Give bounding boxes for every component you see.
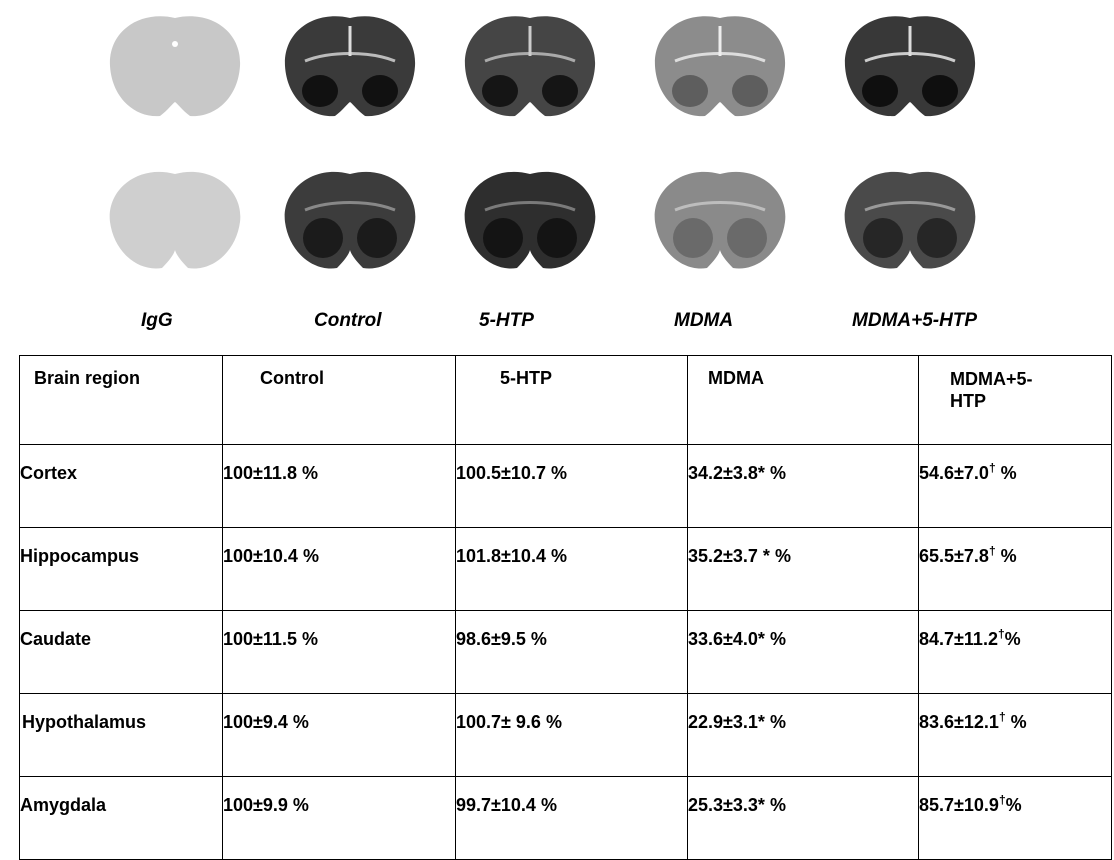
cell-control: 100±9.4 % (222, 693, 456, 777)
group-label-control: Control (314, 310, 382, 331)
cell-mdma-5htp: 65.5±7.8† % (918, 527, 1112, 611)
table-header-row: Brain region Control 5-HTP MDMA MDMA+5- H… (19, 355, 1112, 445)
brain-section-control-row1 (275, 6, 425, 126)
header-control: Control (222, 355, 456, 445)
cell-5htp: 100.7± 9.6 % (455, 693, 688, 777)
cell-mdma: 33.6±4.0* % (687, 610, 919, 694)
cell-mdma-5htp: 83.6±12.1† % (918, 693, 1112, 777)
cell-5htp: 98.6±9.5 % (455, 610, 688, 694)
brain-section-igg-row1 (100, 6, 250, 126)
group-label-mdma-5htp: MDMA+5-HTP (852, 310, 978, 331)
brain-image-panel (0, 0, 1114, 300)
cell-region: Amygdala (19, 776, 223, 860)
cell-region: Hippocampus (19, 527, 223, 611)
cell-region: Cortex (19, 444, 223, 528)
cell-mdma-5htp: 85.7±10.9†% (918, 776, 1112, 860)
cell-mdma-5htp: 54.6±7.0† % (918, 444, 1112, 528)
brain-section-control-row2 (275, 160, 425, 280)
group-label-mdma: MDMA (674, 310, 734, 331)
table-row: Hippocampus 100±10.4 % 101.8±10.4 % 35.2… (19, 527, 1112, 611)
cell-mdma: 22.9±3.1* % (687, 693, 919, 777)
header-brain-region: Brain region (19, 355, 223, 445)
brain-section-5htp-row2 (455, 160, 605, 280)
results-table: Brain region Control 5-HTP MDMA MDMA+5- H… (19, 355, 1112, 860)
cell-5htp: 100.5±10.7 % (455, 444, 688, 528)
cell-5htp: 99.7±10.4 % (455, 776, 688, 860)
table-row: Amygdala 100±9.9 % 99.7±10.4 % 25.3±3.3*… (19, 776, 1112, 860)
cell-region: Caudate (19, 610, 223, 694)
group-label-igg: IgG (141, 310, 173, 331)
brain-section-igg-row2 (100, 160, 250, 280)
cell-control: 100±9.9 % (222, 776, 456, 860)
cell-control: 100±11.8 % (222, 444, 456, 528)
brain-section-mdma-5htp-row2 (835, 160, 985, 280)
header-mdma-5htp: MDMA+5- HTP (918, 355, 1112, 445)
brain-section-mdma-row1 (645, 6, 795, 126)
brain-section-5htp-row1 (455, 6, 605, 126)
cell-control: 100±10.4 % (222, 527, 456, 611)
header-mdma: MDMA (687, 355, 919, 445)
cell-mdma: 35.2±3.7 * % (687, 527, 919, 611)
table-row: Hypothalamus 100±9.4 % 100.7± 9.6 % 22.9… (19, 693, 1112, 777)
cell-region: Hypothalamus (19, 693, 223, 777)
cell-mdma: 34.2±3.8* % (687, 444, 919, 528)
header-5htp: 5-HTP (455, 355, 688, 445)
table-row: Cortex 100±11.8 % 100.5±10.7 % 34.2±3.8*… (19, 444, 1112, 528)
group-label-5htp: 5-HTP (479, 310, 534, 331)
cell-control: 100±11.5 % (222, 610, 456, 694)
group-labels: IgG Control 5-HTP MDMA MDMA+5-HTP (0, 310, 1114, 340)
cell-5htp: 101.8±10.4 % (455, 527, 688, 611)
cell-mdma: 25.3±3.3* % (687, 776, 919, 860)
cell-mdma-5htp: 84.7±11.2†% (918, 610, 1112, 694)
table-row: Caudate 100±11.5 % 98.6±9.5 % 33.6±4.0* … (19, 610, 1112, 694)
brain-section-mdma-5htp-row1 (835, 6, 985, 126)
brain-section-mdma-row2 (645, 160, 795, 280)
